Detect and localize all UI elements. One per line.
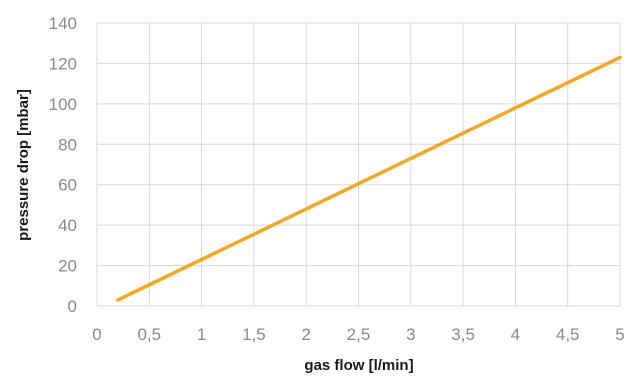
y-tick-label: 120 [49, 54, 77, 73]
y-tick-label: 80 [58, 135, 77, 154]
y-tick-label: 40 [58, 216, 77, 235]
x-tick-label: 4 [511, 325, 520, 344]
y-tick-label: 100 [49, 95, 77, 114]
series-group [116, 55, 622, 302]
x-axis-ticks: 0 0,5 1 1,5 2 2,5 3 3,5 4 4,5 5 [92, 325, 624, 344]
x-tick-label: 2 [301, 325, 310, 344]
grid [96, 22, 621, 307]
x-tick-label: 2,5 [347, 325, 371, 344]
x-tick-label: 3 [406, 325, 415, 344]
x-tick-label: 0 [92, 325, 101, 344]
y-tick-label: 140 [49, 14, 77, 33]
x-tick-label: 1,5 [242, 325, 266, 344]
x-tick-label: 1 [197, 325, 206, 344]
x-tick-label: 0,5 [137, 325, 161, 344]
y-tick-label: 0 [68, 297, 77, 316]
y-tick-label: 20 [58, 257, 77, 276]
y-axis-title: pressure drop [mbar] [15, 89, 32, 241]
y-axis-ticks: 0 20 40 60 80 100 120 140 [49, 14, 77, 316]
x-tick-label: 3,5 [451, 325, 475, 344]
y-tick-label: 60 [58, 176, 77, 195]
x-axis-title: gas flow [l/min] [304, 357, 413, 374]
x-tick-label: 4,5 [556, 325, 580, 344]
x-tick-label: 5 [615, 325, 624, 344]
series-line [116, 55, 622, 302]
